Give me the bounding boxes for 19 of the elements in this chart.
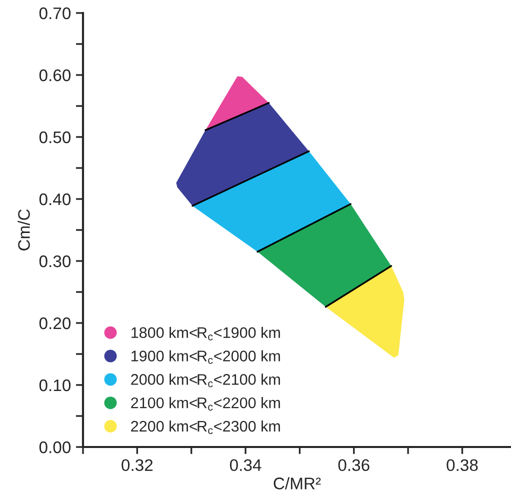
legend-label: 1900 km<R$_{c}$<2000 km — [132, 350, 280, 364]
y-tick-label: 0.20 — [39, 317, 71, 330]
y-tick-label: 0.40 — [39, 193, 71, 206]
y-tick-label: 0.10 — [39, 379, 71, 392]
x-tick-label: 0.36 — [338, 459, 370, 472]
y-tick-label: 0.00 — [39, 441, 71, 454]
legend-label: 1800 km<R$_{c}$<1900 km — [132, 326, 280, 340]
y-tick-label: 0.60 — [39, 69, 71, 82]
y-axis-title: Cm/C — [18, 209, 30, 250]
x-tick-label: 0.32 — [122, 459, 153, 472]
x-tick-label: 0.34 — [230, 459, 262, 472]
x-tick-label: 0.38 — [446, 459, 478, 472]
legend-label: 2200 km<R$_{c}$<2300 km — [131, 420, 280, 434]
legend-label: 2100 km<R$_{c}$<2200 km — [131, 397, 280, 411]
y-tick-label: 0.50 — [39, 131, 71, 144]
x-axis-title: C/MR² — [274, 477, 321, 490]
legend-label: 2000 km<R$_{c}$<2100 km — [131, 374, 280, 388]
y-tick-label: 0.70 — [39, 7, 71, 20]
y-tick-label: 0.30 — [39, 255, 71, 268]
